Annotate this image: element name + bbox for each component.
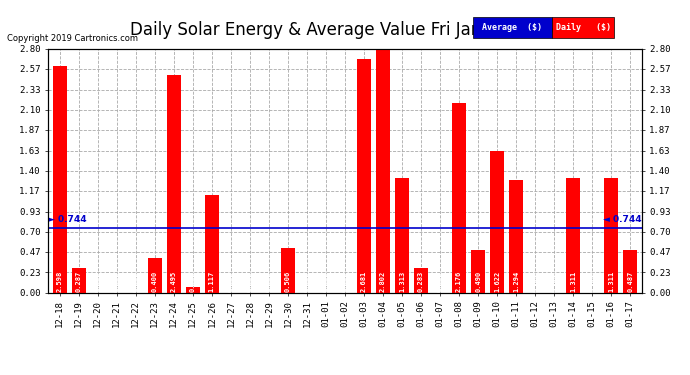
Bar <box>281 249 295 292</box>
Bar <box>186 287 200 292</box>
Bar <box>566 178 580 292</box>
Text: 2.598: 2.598 <box>57 271 63 292</box>
Text: ► 0.744: ► 0.744 <box>48 215 87 224</box>
Bar <box>395 178 409 292</box>
Text: 2.681: 2.681 <box>361 271 367 292</box>
Text: 1.622: 1.622 <box>494 271 500 292</box>
Text: 1.313: 1.313 <box>399 271 405 292</box>
Text: Daily   ($): Daily ($) <box>555 22 611 32</box>
Bar <box>72 267 86 292</box>
Text: 1.117: 1.117 <box>209 271 215 292</box>
Bar <box>167 75 181 292</box>
Text: 0.000: 0.000 <box>132 271 139 292</box>
Text: 0.283: 0.283 <box>418 271 424 292</box>
Text: 0.000: 0.000 <box>437 271 443 292</box>
Bar <box>509 180 523 292</box>
Text: 0.000: 0.000 <box>532 271 538 292</box>
Text: 0.506: 0.506 <box>285 271 291 292</box>
Text: 1.311: 1.311 <box>570 271 576 292</box>
Bar <box>52 66 67 292</box>
Text: Daily Solar Energy & Average Value Fri Jan 18 16:24: Daily Solar Energy & Average Value Fri J… <box>130 21 560 39</box>
Text: 0.000: 0.000 <box>304 271 310 292</box>
Text: 0.000: 0.000 <box>95 271 101 292</box>
Bar <box>471 250 485 292</box>
Text: 0.066: 0.066 <box>190 271 196 292</box>
Bar <box>604 178 618 292</box>
Text: 0.000: 0.000 <box>114 271 120 292</box>
Text: 0.000: 0.000 <box>228 271 234 292</box>
Bar <box>623 250 638 292</box>
Text: 0.000: 0.000 <box>266 271 272 292</box>
Text: Copyright 2019 Cartronics.com: Copyright 2019 Cartronics.com <box>7 34 138 43</box>
Bar <box>205 195 219 292</box>
Text: 1.294: 1.294 <box>513 271 519 292</box>
Text: ◄ 0.744: ◄ 0.744 <box>603 215 642 224</box>
Text: 0.000: 0.000 <box>247 271 253 292</box>
Text: 2.802: 2.802 <box>380 271 386 292</box>
Bar <box>452 103 466 292</box>
Text: 0.287: 0.287 <box>76 271 81 292</box>
Text: 0.000: 0.000 <box>323 271 329 292</box>
Text: 0.490: 0.490 <box>475 271 481 292</box>
Text: 1.311: 1.311 <box>609 271 614 292</box>
Text: 0.487: 0.487 <box>627 271 633 292</box>
Bar <box>490 151 504 292</box>
Text: 2.495: 2.495 <box>171 271 177 292</box>
Text: 0.400: 0.400 <box>152 271 158 292</box>
Text: 0.000: 0.000 <box>589 271 595 292</box>
Text: 0.000: 0.000 <box>551 271 558 292</box>
Text: Average  ($): Average ($) <box>482 22 542 32</box>
Bar <box>148 258 162 292</box>
Bar <box>357 59 371 292</box>
Bar <box>414 268 428 292</box>
Text: 0.000: 0.000 <box>342 271 348 292</box>
Text: 2.176: 2.176 <box>456 271 462 292</box>
Bar <box>376 49 390 292</box>
